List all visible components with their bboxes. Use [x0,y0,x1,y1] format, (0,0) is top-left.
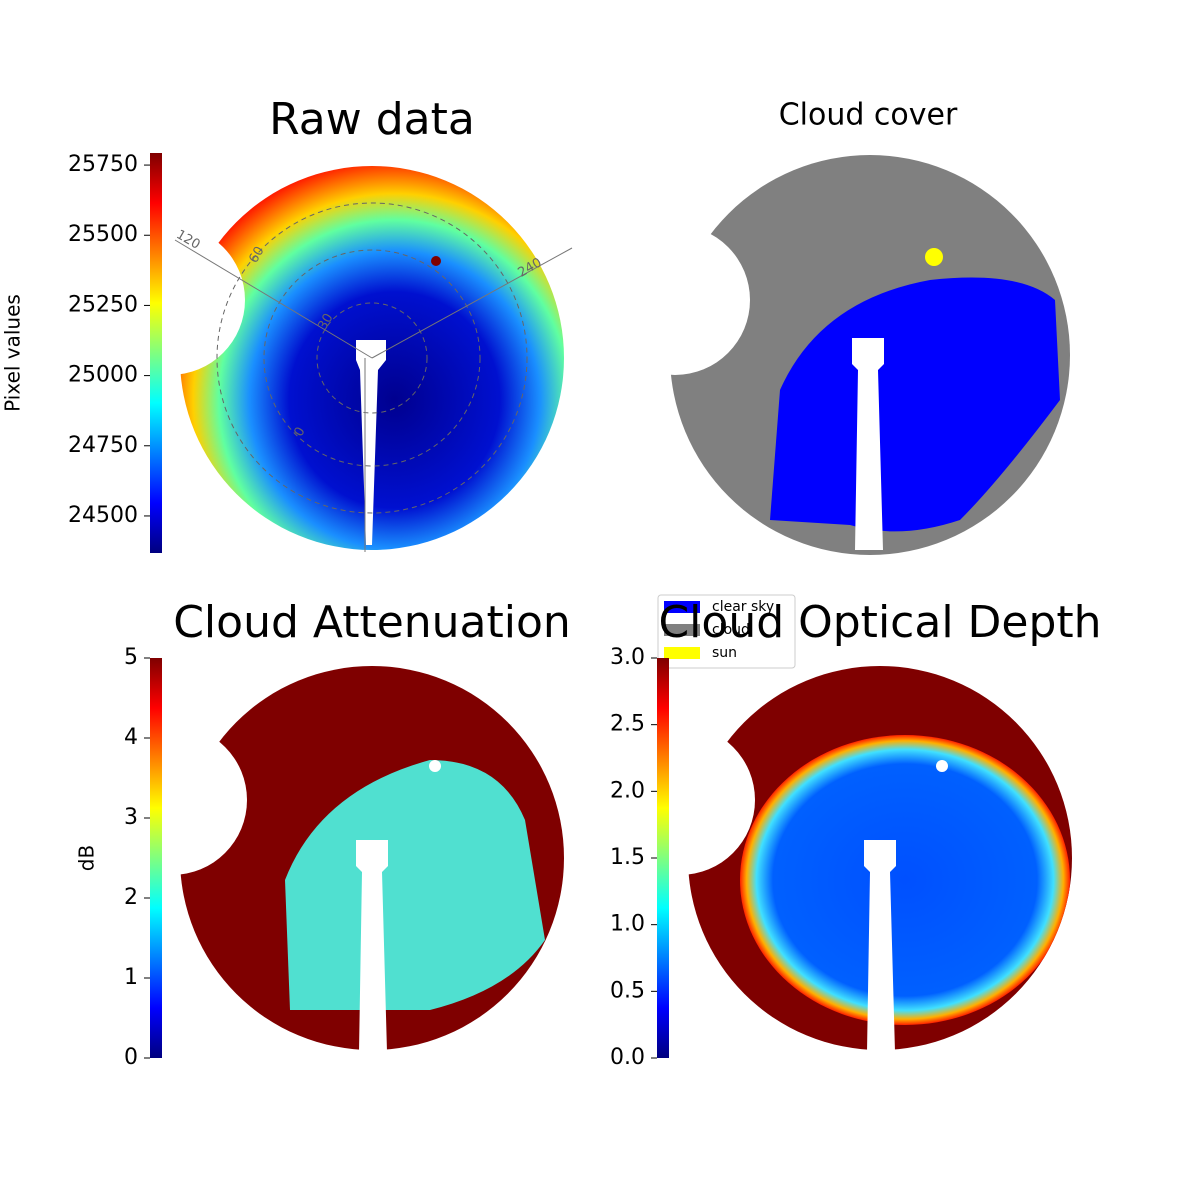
optical-depth-image [605,666,1072,1052]
colorbar [657,658,669,1058]
colorbar [150,658,162,1058]
colorbar-tick-label: 4 [124,725,138,750]
legend-swatch [664,647,700,659]
colorbar-tick-label: 3.0 [610,645,645,670]
attenuation-image [97,666,564,1052]
colorbar [150,153,162,553]
colorbar-tick-label: 5 [124,645,138,670]
colorbar-tick-label: 25750 [68,152,138,177]
panel-title: Raw data [269,94,475,145]
colorbar-tick-label: 25000 [68,363,138,388]
colorbar-tick-label: 25250 [68,292,138,317]
legend-label: clear sky [712,599,774,615]
colorbar-label: Pixel values [1,294,25,412]
panel-title: Cloud cover [779,98,958,133]
colorbar-tick-label: 0 [124,1045,138,1070]
colorbar-tick-label: 1 [124,965,138,990]
colorbar-tick-label: 24500 [68,503,138,528]
colorbar-label: dB [75,845,99,871]
legend-swatch [664,601,700,613]
colorbar-tick-label: 0.0 [610,1045,645,1070]
colorbar-tick-label: 3 [124,805,138,830]
raw-image [95,166,573,552]
polar-annotation: 30 [315,311,336,333]
colorbar-tick-label: 2.0 [610,778,645,803]
cloud-cover-image [600,155,1070,555]
colorbar-tick-label: 25500 [68,222,138,247]
panel-title: Cloud Attenuation [173,597,571,648]
legend-label: cloud [712,622,750,638]
colorbar-tick-label: 1.0 [610,912,645,937]
legend-label: sun [712,645,737,661]
colorbar-tick-label: 24750 [68,433,138,458]
colorbar-tick-label: 2 [124,885,138,910]
panel-title: Cloud Optical Depth [658,597,1101,648]
legend-swatch [664,624,700,636]
colorbar-tick-label: 1.5 [610,845,645,870]
colorbar-tick-label: 2.5 [610,712,645,737]
polar-annotation: 60 [246,244,267,266]
colorbar-tick-label: 0.5 [610,978,645,1003]
